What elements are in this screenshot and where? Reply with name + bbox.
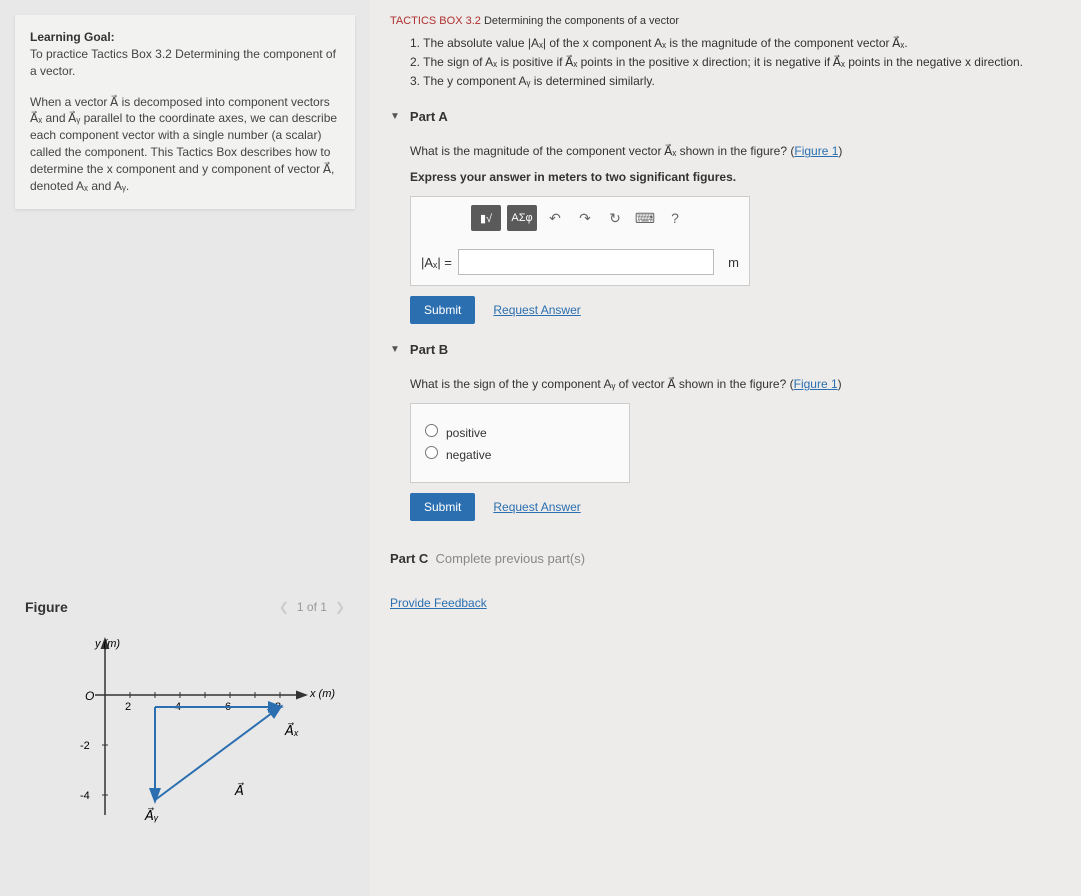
tactics-header: TACTICS BOX 3.2 Determining the componen… [390, 15, 1061, 27]
svg-text:-4: -4 [80, 790, 90, 802]
help-icon[interactable]: ? [663, 206, 687, 230]
tactics-item-2: 2. The sign of Aₓ is positive if A⃗ₓ poi… [410, 54, 1061, 71]
answer-toolbar: ▮√ ΑΣφ ↶ ↷ ↻ ⌨ ? [411, 197, 749, 239]
learning-goal-box: Learning Goal: To practice Tactics Box 3… [15, 15, 355, 209]
symbols-icon[interactable]: ΑΣφ [507, 205, 537, 231]
keyboard-icon[interactable]: ⌨ [633, 206, 657, 230]
redo-icon[interactable]: ↷ [573, 206, 597, 230]
answer-input-a[interactable] [458, 249, 714, 275]
caret-down-icon: ▼ [390, 111, 400, 122]
figure-svg: O 2 4 6 8 -2 -4 y (m) x (m) A⃗ₓ A⃗ᵧ A⃗ [35, 635, 335, 835]
answer-unit: m [728, 255, 739, 270]
svg-text:-2: -2 [80, 740, 90, 752]
tactics-body: 1. The absolute value |Aₓ| of the x comp… [390, 35, 1061, 89]
radio-positive-input[interactable] [425, 424, 438, 437]
next-figure-icon[interactable]: ❯ [335, 600, 345, 614]
part-c-label: Part C [390, 551, 428, 566]
provide-feedback-link[interactable]: Provide Feedback [390, 596, 487, 610]
radio-positive[interactable]: positive [425, 424, 615, 440]
svg-text:2: 2 [125, 701, 131, 713]
svg-text:A⃗ₓ: A⃗ₓ [284, 723, 299, 738]
learning-goal-text: To practice Tactics Box 3.2 Determining … [30, 46, 340, 80]
caret-down-icon: ▼ [390, 344, 400, 355]
svg-text:A⃗ᵧ: A⃗ᵧ [144, 808, 159, 823]
figure-title: Figure [25, 599, 68, 615]
figure-link[interactable]: Figure 1 [794, 144, 838, 158]
tactics-title: Determining the components of a vector [484, 15, 679, 27]
undo-icon[interactable]: ↶ [543, 206, 567, 230]
part-a-question: What is the magnitude of the component v… [410, 142, 1061, 160]
template-icon[interactable]: ▮√ [471, 205, 501, 231]
figure-panel: Figure ❮ 1 of 1 ❯ [15, 589, 355, 855]
figure-link-b[interactable]: Figure 1 [794, 377, 838, 391]
part-a-header[interactable]: ▼ Part A [390, 109, 1061, 124]
tactics-label: TACTICS BOX 3.2 [390, 15, 481, 27]
part-a-label: Part A [410, 109, 448, 124]
svg-text:O: O [85, 689, 94, 703]
part-a-instruction: Express your answer in meters to two sig… [410, 168, 1061, 186]
radio-box: positive negative [410, 403, 630, 483]
submit-button-a[interactable]: Submit [410, 296, 475, 324]
part-c: Part C Complete previous part(s) [390, 551, 1061, 566]
figure-pager: ❮ 1 of 1 ❯ [279, 600, 345, 614]
learning-goal-title: Learning Goal: [30, 30, 340, 44]
tactics-item-3: 3. The y component Aᵧ is determined simi… [410, 73, 1061, 90]
part-b-label: Part B [410, 342, 448, 357]
radio-negative[interactable]: negative [425, 446, 615, 462]
request-answer-b[interactable]: Request Answer [493, 500, 580, 514]
submit-button-b[interactable]: Submit [410, 493, 475, 521]
prev-figure-icon[interactable]: ❮ [279, 600, 289, 614]
radio-negative-input[interactable] [425, 446, 438, 459]
part-c-msg: Complete previous part(s) [436, 551, 586, 566]
svg-text:A⃗: A⃗ [234, 783, 244, 798]
reset-icon[interactable]: ↻ [603, 206, 627, 230]
request-answer-a[interactable]: Request Answer [493, 303, 580, 317]
learning-goal-para: When a vector A⃗ is decomposed into comp… [30, 94, 340, 195]
answer-box-a: ▮√ ΑΣφ ↶ ↷ ↻ ⌨ ? |Aₓ| = m [410, 196, 750, 286]
svg-text:x (m): x (m) [309, 688, 335, 700]
part-b-header[interactable]: ▼ Part B [390, 342, 1061, 357]
pager-text: 1 of 1 [297, 600, 327, 614]
part-b-question: What is the sign of the y component Aᵧ o… [410, 375, 1061, 393]
svg-text:y (m): y (m) [94, 638, 120, 650]
answer-lhs: |Aₓ| = [421, 255, 452, 270]
tactics-item-1: 1. The absolute value |Aₓ| of the x comp… [410, 35, 1061, 52]
